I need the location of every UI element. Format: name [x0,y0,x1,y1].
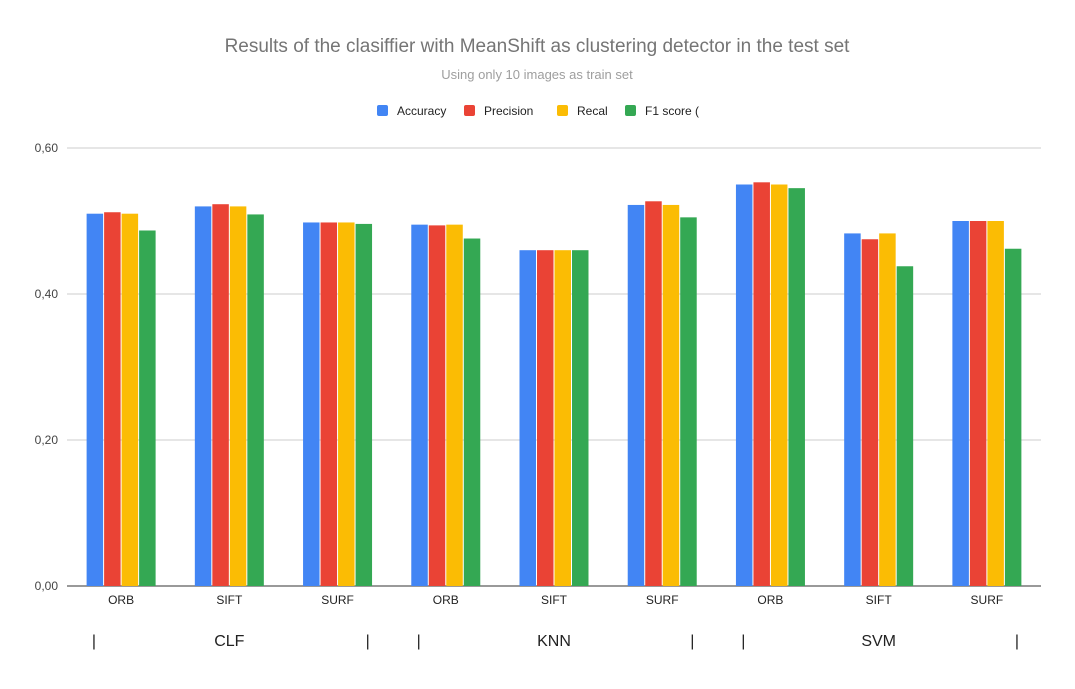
bar [519,250,536,586]
bar [139,230,156,587]
group-separator: | [417,633,421,650]
bar [229,206,247,586]
x-axis: ORB SIFT SURF ORB SIFT SURF ORB SIFT SURF [108,593,1003,607]
x-tick-label: SIFT [216,593,243,607]
group-separator: | [690,633,694,650]
bar [572,250,589,586]
bar [537,250,554,586]
y-tick-label: 0,60 [35,141,59,155]
legend-label: Recal [577,104,608,118]
legend-swatch [464,105,475,116]
bar [212,204,229,586]
bar [247,214,264,586]
bar [645,201,662,587]
legend: Accuracy Precision Recal F1 score ( [377,104,699,118]
bar [861,239,879,586]
group-label: CLF [214,633,244,650]
bars [86,182,1022,587]
legend-label: Precision [484,104,533,118]
bar [446,224,463,586]
bar [86,213,104,586]
x-tick-label: ORB [108,593,134,607]
bar [338,222,355,586]
bar [303,222,320,586]
bar [627,204,645,586]
x-tick-label: SURF [321,593,354,607]
bar [121,213,139,586]
bar [844,233,861,586]
legend-swatch [557,105,568,116]
group-separator: | [1015,633,1019,650]
y-tick-label: 0,00 [35,579,59,593]
bar [770,184,788,586]
bar [896,266,914,586]
bar [952,221,969,586]
x-tick-label: SIFT [866,593,893,607]
legend-label: F1 score ( [645,104,699,118]
gridlines [67,147,1041,587]
y-axis: 0,00 0,20 0,40 0,60 [35,141,59,593]
bar [428,225,446,586]
x-tick-label: SURF [646,593,679,607]
group-separator: | [366,633,370,650]
x-tick-label: SIFT [541,593,568,607]
chart-title: Results of the clasiffier with MeanShift… [225,36,851,57]
bar [969,221,987,586]
bar [987,221,1004,586]
bar [662,204,680,586]
bar [680,217,697,586]
bar [753,182,770,586]
x-tick-label: ORB [757,593,783,607]
bar [411,224,428,586]
legend-swatch [625,105,636,116]
group-separator: | [741,633,745,650]
bar [463,238,481,586]
bar [554,250,571,586]
legend-swatch [377,105,388,116]
group-label: KNN [537,633,571,650]
x-tick-label: ORB [433,593,459,607]
group-axis: | CLF | | KNN | | SVM | [92,633,1019,650]
bar [735,184,753,586]
y-tick-label: 0,20 [35,433,59,447]
bar [104,212,121,587]
bar [355,223,373,587]
bar [194,206,212,586]
group-label: SVM [861,633,896,650]
legend-label: Accuracy [397,104,446,118]
x-tick-label: SURF [971,593,1004,607]
bar [879,233,896,586]
bar [1004,248,1022,587]
bar [320,222,338,586]
y-tick-label: 0,40 [35,287,59,301]
bar [788,188,805,586]
group-separator: | [92,633,96,650]
chart-subtitle: Using only 10 images as train set [441,67,633,82]
